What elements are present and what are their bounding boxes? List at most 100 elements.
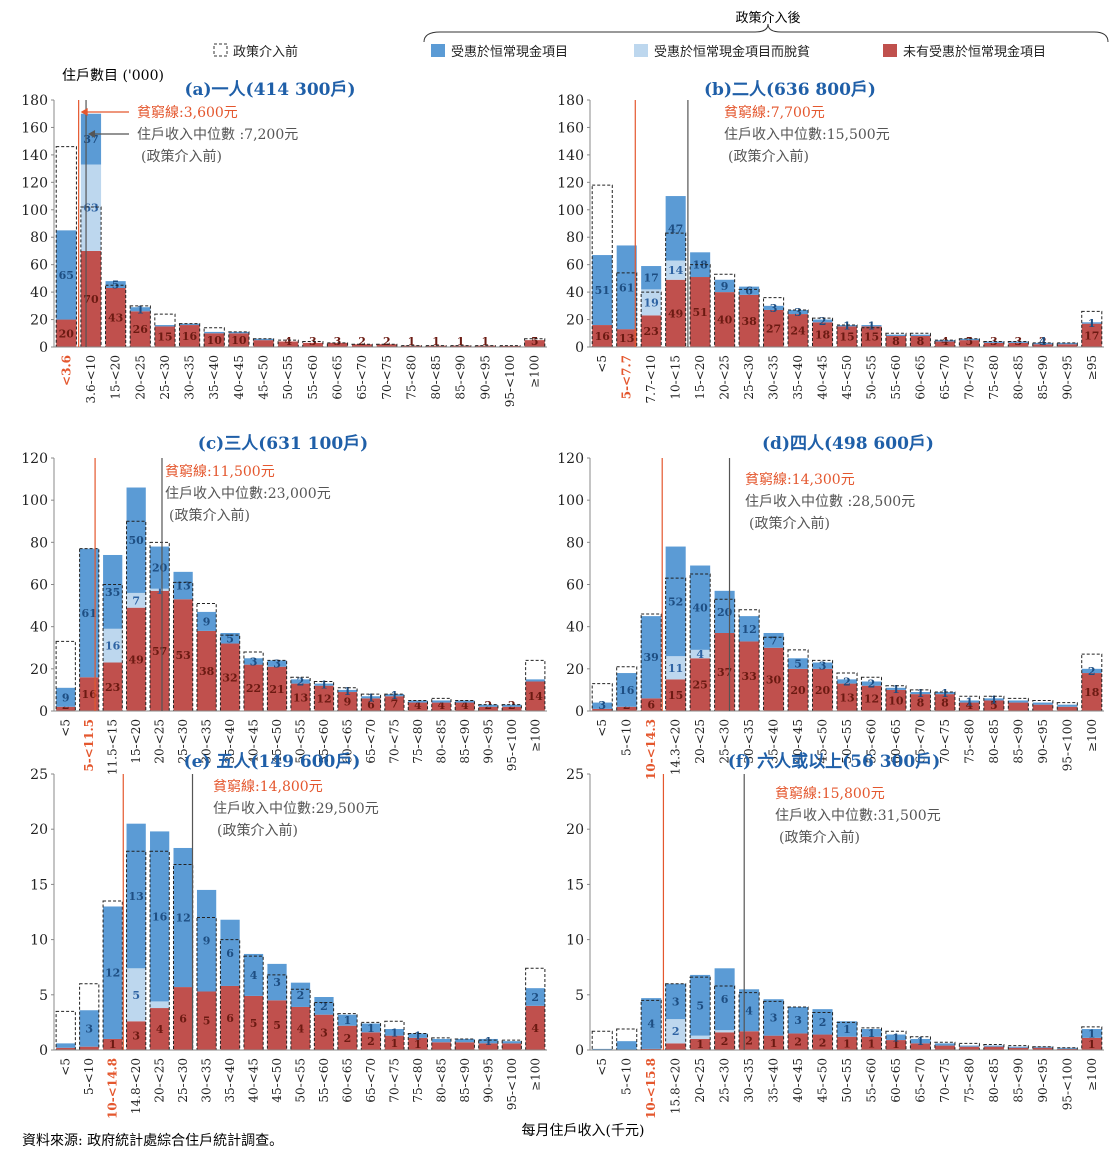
bar-label: 3 bbox=[320, 1026, 328, 1039]
x-tick-label: ≥100 bbox=[528, 355, 542, 388]
bar-seg-red bbox=[384, 1035, 405, 1050]
x-tick-label: 30-<35 bbox=[200, 1058, 214, 1103]
x-tick-label: 5-<7.7 bbox=[620, 355, 634, 399]
y-tick-label: 25 bbox=[566, 767, 584, 783]
bar-label: 1 bbox=[457, 335, 465, 348]
panel-a: (a)一人(414 300戶)0204060801001201401601802… bbox=[21, 79, 547, 407]
x-tick-label: 10-<15.8 bbox=[644, 1058, 658, 1119]
bar-seg-blue bbox=[812, 662, 833, 669]
bar-seg-blue bbox=[763, 632, 784, 648]
bar-seg-blue bbox=[1008, 341, 1029, 343]
bar-seg-blue bbox=[910, 334, 931, 337]
x-tick-label: ≥95 bbox=[1085, 355, 1099, 380]
bar-seg-blue bbox=[1081, 668, 1102, 674]
bar-seg-red bbox=[267, 1000, 287, 1050]
poverty-line-label: 貧窮線:14,300元 bbox=[745, 472, 855, 488]
bar-label: 37 bbox=[717, 666, 732, 679]
y-tick-label: 60 bbox=[30, 258, 48, 274]
y-tick-label: 0 bbox=[39, 340, 48, 356]
bar-seg-red bbox=[690, 1038, 711, 1050]
x-tick-label: 65-<70 bbox=[364, 719, 378, 764]
bar-label: 5 bbox=[696, 999, 704, 1012]
bar-seg-red bbox=[455, 702, 475, 711]
x-tick-label: 14.8-<20 bbox=[129, 1058, 143, 1114]
bar-seg-red bbox=[524, 340, 545, 347]
bar-seg-red bbox=[812, 668, 833, 711]
bar-seg-blue bbox=[337, 689, 358, 693]
bar-seg-red bbox=[204, 333, 225, 347]
x-tick-label: 15.8-<20 bbox=[669, 1058, 683, 1114]
bar-label: 49 bbox=[668, 307, 683, 320]
bar-seg-red bbox=[861, 326, 882, 347]
bar-label: 61 bbox=[82, 607, 97, 620]
y-tick-label: 0 bbox=[39, 1043, 48, 1059]
x-tick-label: 60-<65 bbox=[889, 1058, 903, 1103]
bar-seg-red bbox=[1081, 323, 1102, 347]
bar-label: 17 bbox=[1084, 329, 1099, 342]
bar-label: 39 bbox=[644, 651, 659, 664]
bar-label: 24 bbox=[790, 325, 806, 338]
x-tick-label: 70-<75 bbox=[387, 719, 401, 764]
bar-seg-blue bbox=[812, 1009, 833, 1035]
before-outline bbox=[1056, 702, 1078, 712]
bar-label: 2 bbox=[320, 1000, 328, 1013]
bar-seg-blue bbox=[154, 325, 176, 327]
bar-seg-red bbox=[788, 314, 809, 347]
bar-label: 2 bbox=[672, 1025, 680, 1038]
before-outline bbox=[811, 317, 834, 348]
bar-label: 1 bbox=[391, 689, 399, 702]
bar-label: 3 bbox=[334, 335, 342, 348]
bar-seg-red bbox=[934, 341, 955, 347]
legend-label-0: 受惠於恒常現金項目 bbox=[451, 44, 568, 60]
bar-seg-blue bbox=[431, 700, 451, 703]
panel-d: (d)四人(498 600戶)0204060801001203<52165-<1… bbox=[557, 433, 1104, 780]
bar-seg-blue bbox=[959, 700, 980, 703]
bar-seg-red bbox=[302, 342, 323, 347]
x-tick-label: 30-<35 bbox=[742, 719, 756, 764]
bar-label: 1 bbox=[136, 303, 144, 316]
x-tick-label: <5 bbox=[59, 719, 73, 737]
before-outline bbox=[203, 327, 225, 348]
bar-seg-blue bbox=[885, 687, 906, 690]
bar-seg-red bbox=[641, 698, 662, 711]
y-tick-label: 120 bbox=[21, 175, 48, 191]
before-outline bbox=[714, 985, 736, 1051]
bar-seg-blue bbox=[56, 687, 76, 707]
bar-seg-red bbox=[592, 325, 613, 347]
bar-label: 3 bbox=[794, 306, 802, 319]
bar-seg-blue bbox=[788, 658, 809, 669]
median-note: (政策介入前) bbox=[728, 148, 809, 165]
bar-seg-light bbox=[714, 1030, 735, 1033]
bar-seg-red bbox=[861, 1036, 882, 1050]
after-label: 政策介入後 bbox=[735, 10, 800, 26]
bar-label: 5 bbox=[990, 699, 998, 712]
bar-label: 9 bbox=[203, 935, 211, 948]
before-outline bbox=[313, 680, 335, 712]
x-tick-label: 15-<20 bbox=[693, 355, 707, 400]
bar-seg-blue bbox=[314, 683, 334, 686]
x-tick-label: 65-<70 bbox=[355, 355, 369, 400]
bar-label: 18 bbox=[1084, 686, 1100, 699]
bar-seg-blue bbox=[983, 1045, 1004, 1047]
bar-seg-blue bbox=[502, 704, 522, 707]
bar-label: 9 bbox=[62, 691, 70, 704]
bar-seg-blue bbox=[103, 554, 123, 629]
bar-seg-blue bbox=[79, 1010, 99, 1047]
bar-seg-blue bbox=[267, 963, 287, 1001]
before-outline bbox=[326, 342, 349, 348]
y-tick-label: 0 bbox=[39, 704, 48, 720]
bar-label: 5 bbox=[203, 1015, 211, 1028]
bar-label: 4 bbox=[1039, 335, 1047, 348]
panel-title-d: (d)四人(498 600戶) bbox=[762, 433, 934, 454]
bar-label: 16 bbox=[619, 684, 635, 697]
bar-label: 2 bbox=[344, 1032, 352, 1045]
x-tick-label: 5-<11.5 bbox=[82, 719, 96, 772]
x-tick-label: 95-<100 bbox=[505, 719, 519, 771]
bar-seg-red bbox=[220, 643, 240, 711]
bar-seg-red bbox=[665, 679, 686, 711]
bar-seg-red bbox=[337, 1025, 358, 1050]
y-tick-label: 180 bbox=[21, 93, 48, 109]
bar-label: 4 bbox=[696, 648, 704, 661]
x-tick-label: 90-<95 bbox=[1060, 355, 1074, 400]
